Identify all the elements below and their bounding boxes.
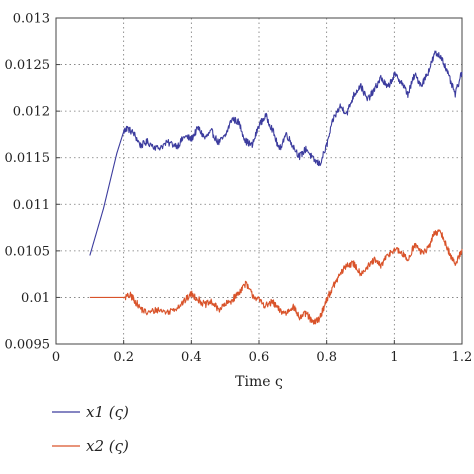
x-tick-label: 0.2 — [113, 350, 134, 365]
grid — [56, 18, 462, 344]
x-axis-title: Time ς — [235, 374, 283, 390]
x-tick-label: 0.6 — [249, 350, 270, 365]
x-tick-label: 1 — [390, 350, 398, 365]
y-tick-label: 0.0105 — [5, 244, 51, 259]
series-line-2 — [89, 229, 463, 325]
legend-label-x1: x1 (ς) — [86, 403, 129, 421]
axis-ticks: 0 0.2 0.4 0.6 0.8 1 1.2 0.0095 0.01 0.0105 0.011 0.… — [5, 12, 473, 366]
y-tick-label: 0.0115 — [5, 151, 51, 166]
y-tick-label: 0.0095 — [5, 338, 51, 353]
y-tick-label: 0.0125 — [5, 58, 51, 73]
x-tick-label: 0 — [52, 350, 60, 365]
y-tick-label: 0.012 — [13, 105, 50, 120]
legend-label-x2: x2 (ς) — [86, 437, 129, 455]
y-tick-label: 0.013 — [13, 12, 50, 27]
series-line-1 — [89, 50, 463, 256]
legend: x1 (ς) x2 (ς) — [52, 403, 129, 455]
series-group — [89, 50, 463, 325]
y-tick-label: 0.011 — [13, 198, 50, 213]
y-tick-label: 0.01 — [21, 291, 50, 306]
x-tick-label: 0.4 — [181, 350, 202, 365]
x-tick-label: 1.2 — [452, 350, 473, 365]
x-tick-label: 0.8 — [316, 350, 337, 365]
